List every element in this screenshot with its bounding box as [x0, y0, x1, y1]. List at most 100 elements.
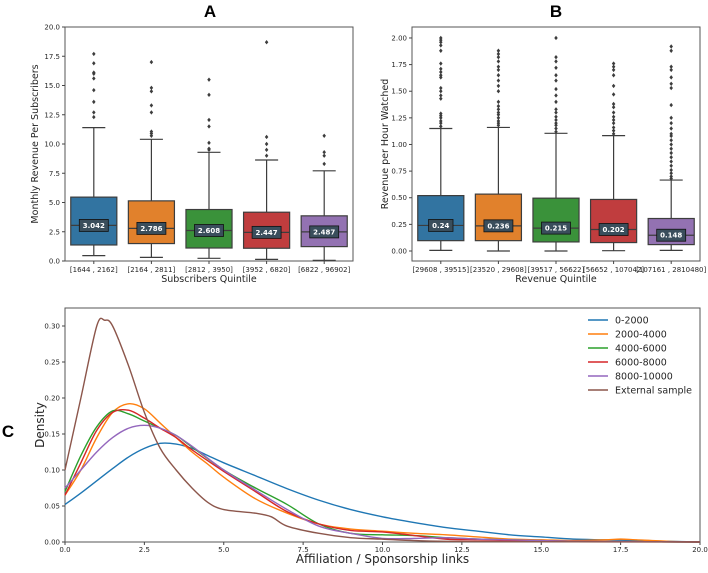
outlier-point	[92, 51, 96, 57]
outlier-point	[264, 134, 269, 140]
outlier-point	[496, 99, 501, 105]
y-tick-label: 17.5	[44, 53, 60, 61]
outlier-point	[264, 40, 269, 45]
outlier-point	[439, 118, 443, 124]
outlier-point	[669, 146, 673, 151]
median-value-box	[136, 222, 167, 235]
outlier-point	[496, 67, 501, 73]
box-iqr	[417, 195, 465, 242]
outlier-point	[554, 117, 558, 123]
outlier-point	[611, 117, 616, 123]
outlier-point	[439, 48, 443, 53]
y-tick-label: 7.5	[49, 170, 60, 178]
outlier-point	[669, 115, 673, 121]
outlier-point	[207, 117, 211, 123]
median-value-box	[309, 225, 340, 239]
outlier-point	[611, 125, 616, 130]
y-tick-label: 0.0	[49, 258, 60, 266]
outlier-point	[439, 111, 443, 116]
median-value-label: 0.215	[545, 225, 567, 233]
median-value-label: 2.608	[198, 227, 220, 235]
outlier-point	[92, 61, 96, 66]
outlier-point	[669, 64, 673, 69]
outlier-point	[669, 120, 673, 126]
y-tick-label: 0.30	[44, 323, 60, 331]
outlier-point	[554, 126, 558, 131]
outlier-point	[669, 75, 673, 80]
y-tick-label: 0.10	[44, 467, 60, 475]
box-2: 0.236	[474, 48, 523, 252]
median-value-box	[78, 219, 109, 232]
legend: 0-2000 2000-4000 4000-6000 6000-8000 8000-10…	[588, 316, 692, 397]
outlier-point	[669, 126, 673, 131]
median-value-label: 0.24	[432, 222, 449, 230]
outlier-point	[92, 99, 96, 105]
box-5: 2.487	[300, 133, 348, 261]
outlier-point	[439, 35, 443, 41]
box-4: 2.447	[242, 40, 291, 260]
outlier-point	[439, 69, 443, 75]
outlier-point	[149, 103, 154, 108]
outlier-point	[92, 114, 96, 120]
outlier-point	[669, 44, 673, 49]
y-axis-label: Density	[33, 402, 47, 448]
box-iqr	[647, 217, 695, 246]
y-tick-label: 0.00	[44, 539, 60, 547]
outlier-point	[149, 59, 154, 65]
y-tick-label: 0.25	[391, 221, 407, 229]
outlier-point	[554, 99, 558, 105]
outlier-point	[669, 131, 673, 137]
outlier-point	[496, 115, 501, 121]
outlier-point	[439, 43, 443, 48]
outlier-point	[669, 102, 673, 108]
outlier-point	[207, 140, 211, 146]
box-1: 0.24	[417, 35, 465, 251]
outlier-point	[207, 124, 211, 129]
x-tick-label: [56652 , 107042]	[583, 266, 644, 274]
outlier-point	[669, 174, 673, 179]
outlier-point	[554, 54, 558, 60]
outlier-point	[496, 89, 501, 94]
box-1: 3.042	[70, 51, 118, 257]
outlier-point	[439, 93, 443, 98]
outlier-point	[669, 85, 673, 91]
density-line-0-2000	[64, 442, 701, 543]
outlier-point	[439, 85, 443, 91]
outlier-point	[207, 92, 211, 98]
outlier-point	[669, 138, 673, 143]
y-tick-label: 0.50	[391, 194, 407, 202]
outlier-point	[496, 64, 501, 69]
y-tick-label: 0.15	[44, 431, 60, 439]
outlier-point	[669, 81, 673, 86]
density-line-8000-10000	[64, 424, 701, 543]
y-tick-label: 0.75	[391, 168, 407, 176]
panel-c: C 0.00 0.05 0.10 0.15 0.20 0.25 0.30 0.0 2.5 5.0 7.…	[2, 307, 708, 566]
x-tick-label: 5.0	[218, 546, 229, 554]
outlier-point	[149, 89, 154, 94]
x-tick-label: 20.0	[692, 546, 708, 554]
outlier-point	[496, 110, 501, 115]
outlier-point	[322, 153, 326, 158]
median-value-box	[428, 219, 454, 232]
outlier-point	[669, 155, 673, 160]
legend-entry: 6000-8000	[615, 358, 667, 369]
outlier-point	[611, 120, 616, 126]
median-value-box	[483, 219, 514, 233]
outlier-point	[611, 101, 616, 107]
y-tick-label: 1.75	[391, 61, 407, 69]
outlier-point	[669, 171, 673, 176]
median-value-box	[598, 223, 629, 236]
outlier-point	[554, 78, 558, 83]
x-axis-label: Affiliation / Sponsorship links	[296, 552, 469, 566]
legend-entry: External sample	[615, 386, 692, 397]
outlier-point	[439, 73, 443, 78]
outlier-point	[264, 153, 269, 158]
median-value-box	[194, 224, 224, 237]
y-tick-label: 5.0	[49, 199, 60, 207]
outlier-point	[669, 163, 673, 168]
outlier-point	[149, 129, 154, 134]
outlier-point	[439, 89, 443, 94]
median-value-label: 0.148	[660, 232, 682, 240]
outlier-point	[496, 54, 501, 60]
legend-entry: 4000-6000	[615, 344, 667, 355]
